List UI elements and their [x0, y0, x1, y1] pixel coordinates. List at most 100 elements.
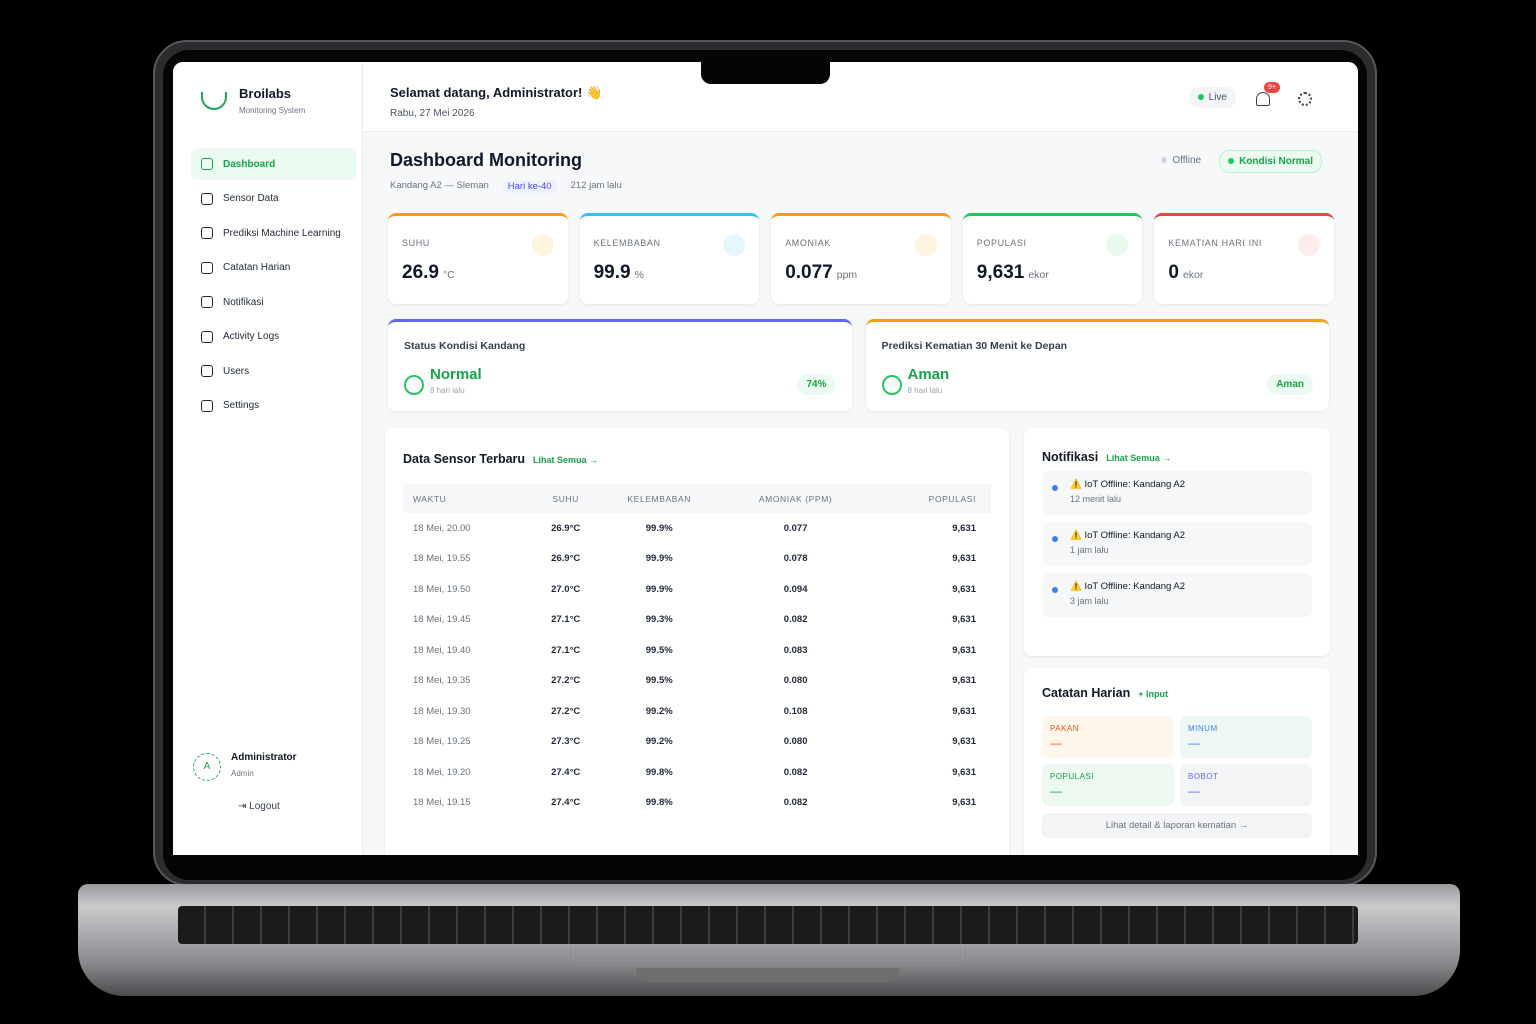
note-value: — — [1050, 784, 1063, 798]
table-cell: 0.108 — [783, 705, 808, 717]
status-time: 8 hari lalu — [907, 386, 943, 395]
table-cell: 26.9°C — [551, 522, 581, 534]
stat-label: POPULASI — [976, 238, 1027, 248]
notes-grid: PAKAN — MINUM — POPULASI — BOBOT — — [1042, 716, 1312, 806]
note-label: PAKAN — [1050, 724, 1080, 733]
table-cell: 18 Mei, 19.40 — [413, 644, 471, 656]
stat-label: AMONIAK — [785, 238, 831, 248]
logout-label[interactable]: Logout — [249, 801, 280, 812]
column-header: AMONIAK (PPM) — [722, 484, 869, 513]
stat-value: 9,631 ekor — [977, 262, 1129, 284]
trackpad — [570, 948, 966, 966]
input-link[interactable]: + Input — [1138, 689, 1168, 699]
nav-label[interactable]: Sensor Data — [223, 193, 279, 204]
sidebar: Broilabs Monitoring System Dashboard Senso… — [173, 62, 363, 855]
sensor-panel: Data Sensor Terbaru Lihat Semua → WAKTU SU… — [385, 428, 1009, 855]
settings-button[interactable] — [1298, 92, 1312, 106]
nav: Dashboard Sensor Data Prediksi Machine Lea… — [191, 148, 356, 424]
status-value: Normal — [430, 366, 482, 383]
condition-pill: Kondisi Normal — [1219, 150, 1322, 173]
note-field: MINUM — — [1180, 716, 1312, 758]
bell[interactable] — [1256, 92, 1270, 106]
table-cell: 9,631 — [952, 675, 976, 687]
notes-footer[interactable]: Lihat detail & laporan kematian → — [1042, 813, 1312, 838]
nav-item[interactable]: Activity Logs — [191, 321, 356, 353]
nav-item[interactable]: Dashboard — [191, 148, 356, 180]
nav-item[interactable]: Users — [191, 355, 356, 387]
table-row: 18 Mei, 19.40 27.1°C 99.5% 0.083 9,631 — [403, 635, 991, 666]
table-cell: 9,631 — [952, 553, 976, 565]
table-cell: 18 Mei, 19.35 — [413, 675, 471, 687]
base-lip — [636, 968, 900, 982]
table-cell: 0.077 — [783, 522, 808, 534]
status-time: 8 hari lalu — [430, 386, 465, 395]
status-card: Status Kondisi Kandang Normal 8 hari lalu 7… — [388, 319, 852, 411]
nav-item[interactable]: Catatan Harian — [191, 252, 356, 284]
stat-card: SUHU 26.9 °C — [388, 213, 568, 304]
updated: 212 jam lalu — [570, 180, 622, 191]
notification-title: ⚠️ IoT Offline: Kandang A2 — [1070, 581, 1185, 592]
nav-icon — [201, 192, 213, 205]
table-cell: 99.9% — [645, 583, 673, 595]
live-pill: Live — [1188, 87, 1236, 108]
notification-item[interactable]: ⚠️ IoT Offline: Kandang A2 12 menit lalu — [1042, 471, 1312, 515]
status-badge: 74% — [797, 374, 836, 395]
logout[interactable]: ⇥ Logout — [238, 801, 280, 812]
notification-time: 1 jam lalu — [1070, 545, 1109, 555]
table-cell: 18 Mei, 19.55 — [413, 553, 471, 565]
nav-icon — [201, 399, 213, 412]
page-title: Dashboard Monitoring — [390, 150, 582, 170]
nav-item[interactable]: Sensor Data — [191, 183, 356, 215]
table-cell: 27.1°C — [551, 614, 581, 626]
nav-label[interactable]: Prediksi Machine Learning — [223, 227, 341, 239]
notification-time: 12 menit lalu — [1070, 494, 1122, 504]
panel-header: Catatan Harian + Input — [1042, 686, 1312, 700]
table-cell: 99.8% — [645, 766, 673, 778]
stat-value: 0.077 ppm — [785, 262, 937, 284]
table-cell: 18 Mei, 19.45 — [413, 614, 471, 626]
stat-card: KEMATIAN HARI INI 0 ekor — [1154, 213, 1334, 304]
stat-number: 26.9 — [402, 262, 439, 283]
panel-header: Data Sensor Terbaru Lihat Semua → — [403, 452, 991, 466]
table-cell: 9,631 — [952, 522, 976, 534]
table-cell: 99.3% — [645, 614, 673, 626]
table-row: 18 Mei, 19.35 27.2°C 99.5% 0.080 9,631 — [403, 666, 991, 697]
stat-icon — [1297, 234, 1320, 256]
nav-label[interactable]: Activity Logs — [223, 331, 280, 342]
stat-icon — [914, 234, 937, 256]
stat-number: 0 — [1168, 262, 1179, 283]
day: Hari ke-40 — [502, 180, 557, 193]
note-field: POPULASI — — [1042, 764, 1174, 806]
note-value: — — [1188, 784, 1201, 798]
panel-title: Notifikasi — [1042, 450, 1099, 464]
see-all[interactable]: Lihat Semua → — [1106, 453, 1172, 463]
table-cell: 27.1°C — [551, 644, 581, 656]
table-cell: 0.080 — [783, 736, 808, 748]
nav-item[interactable]: Prediksi Machine Learning — [191, 217, 356, 249]
table-cell: 27.4°C — [551, 797, 581, 809]
stat-label: SUHU — [402, 238, 430, 248]
note-label: MINUM — [1188, 724, 1218, 733]
see-all[interactable]: Lihat Semua → — [533, 455, 599, 465]
table-cell: 0.080 — [783, 675, 808, 687]
notification-item[interactable]: ⚠️ IoT Offline: Kandang A2 3 jam lalu — [1042, 573, 1312, 617]
nav-label[interactable]: Catatan Harian — [223, 262, 291, 273]
nav-label[interactable]: Users — [223, 365, 250, 377]
notification-title: ⚠️ IoT Offline: Kandang A2 — [1070, 530, 1185, 541]
nav-label[interactable]: Dashboard — [223, 158, 276, 170]
nav-item[interactable]: Notifikasi — [191, 286, 356, 318]
note-label: POPULASI — [1050, 772, 1095, 781]
avatar: A — [193, 752, 221, 781]
table-cell: 0.083 — [783, 644, 808, 656]
stat-unit: ekor — [1182, 269, 1204, 281]
nav-label[interactable]: Notifikasi — [223, 296, 264, 308]
notification-item[interactable]: ⚠️ IoT Offline: Kandang A2 1 jam lalu — [1042, 522, 1312, 566]
table-cell: 99.5% — [645, 675, 673, 687]
table-row: 18 Mei, 19.50 27.0°C 99.9% 0.094 9,631 — [403, 574, 991, 605]
nav-item[interactable]: Settings — [191, 390, 356, 422]
notification-title: ⚠️ IoT Offline: Kandang A2 — [1070, 479, 1185, 490]
stat-icon — [1106, 234, 1129, 256]
nav-label[interactable]: Settings — [223, 400, 260, 411]
stat-value: 26.9 °C — [402, 262, 554, 284]
